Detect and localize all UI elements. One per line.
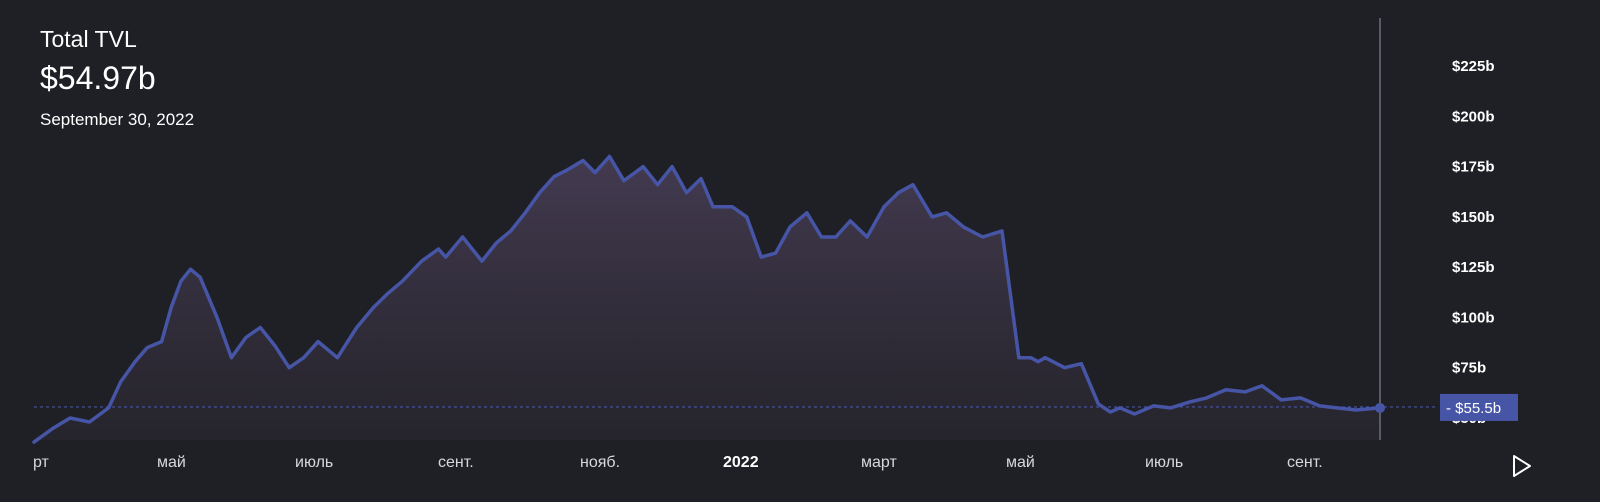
- x-tick-label: нояб.: [580, 454, 620, 471]
- y-tick-label: $200b: [1452, 108, 1495, 125]
- tvl-value: $54.97b: [40, 60, 156, 96]
- x-tick-label: март: [861, 454, 897, 471]
- y-tick-label: $125b: [1452, 259, 1495, 276]
- current-value-tag-label: - $55.5b: [1446, 400, 1501, 417]
- y-tick-label: $75b: [1452, 360, 1486, 377]
- x-tick-label: май: [157, 454, 186, 471]
- current-point: [1375, 402, 1385, 413]
- y-tick-label: $225b: [1452, 58, 1495, 75]
- x-tick-label: июль: [295, 454, 333, 471]
- y-tick-label: $100b: [1452, 309, 1495, 326]
- y-tick-label: $175b: [1452, 159, 1495, 176]
- y-tick-label: $150b: [1452, 209, 1495, 226]
- x-tick-label: июль: [1145, 454, 1183, 471]
- tvl-area: [34, 156, 1380, 443]
- x-tick-label: сент.: [438, 454, 474, 471]
- x-tick-label: рт: [33, 454, 50, 471]
- chart-title: Total TVL: [40, 26, 137, 52]
- tvl-line: [32, 154, 1382, 444]
- tvl-date: September 30, 2022: [40, 110, 195, 129]
- x-tick-label: сент.: [1287, 454, 1323, 471]
- current-value-tag: [1440, 393, 1518, 421]
- x-tick-label: май: [1006, 454, 1035, 471]
- x-tick-label: 2022: [723, 454, 759, 471]
- play-icon: [1513, 455, 1531, 477]
- play-button[interactable]: [1508, 452, 1536, 480]
